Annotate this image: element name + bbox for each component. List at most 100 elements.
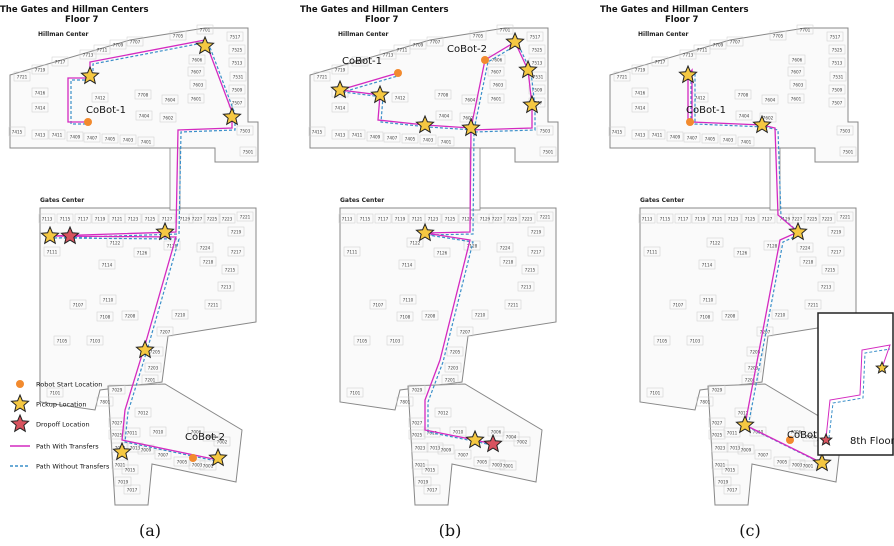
room-label: 7003: [792, 463, 803, 468]
room-label: 7107: [373, 303, 384, 308]
room-label: 7701: [800, 28, 811, 33]
room-label: 7023: [415, 446, 426, 451]
room-label: 7414: [35, 106, 46, 111]
room-label: 7001: [503, 464, 514, 469]
room-label: 7405: [705, 137, 716, 142]
room-label: 7025: [412, 433, 423, 438]
room-label: 7415: [12, 130, 23, 135]
room-label: 7117: [378, 217, 389, 222]
room-label: 7126: [137, 251, 148, 256]
room-label: 7121: [112, 217, 123, 222]
room-label: 7127: [762, 217, 773, 222]
room-label: 7012: [138, 411, 149, 416]
room-label: 7708: [438, 93, 449, 98]
room-label: 7501: [543, 150, 554, 155]
room-label: 7218: [803, 260, 814, 265]
room-label: 7017: [127, 488, 138, 493]
room-label: 7709: [413, 43, 424, 48]
room-label: 7126: [437, 251, 448, 256]
room-label: 7413: [335, 133, 346, 138]
room-label: 7412: [395, 96, 406, 101]
room-label: 7412: [95, 96, 106, 101]
room-label: 7119: [395, 217, 406, 222]
room-label: 7219: [231, 230, 242, 235]
room-label: 7011: [727, 431, 738, 436]
building-outline: [310, 28, 558, 162]
room-label: 7005: [177, 460, 188, 465]
room-label: 7517: [230, 35, 241, 40]
room-label: 7227: [792, 217, 803, 222]
room-label: 7525: [532, 48, 543, 53]
room-label: 7223: [822, 217, 833, 222]
room-label: 7203: [748, 366, 759, 371]
room-label: 7701: [200, 28, 211, 33]
room-label: 7409: [370, 135, 381, 140]
room-label: 7217: [231, 250, 242, 255]
room-label: 7507: [832, 101, 843, 106]
room-label: 7103: [90, 339, 101, 344]
room-label: 7006: [491, 430, 502, 435]
legend-label: Path Without Transfers: [36, 463, 110, 471]
room-label: 7602: [763, 116, 774, 121]
room-label: 7019: [118, 480, 129, 485]
room-label: 7208: [425, 314, 436, 319]
room-label: 7601: [191, 97, 202, 102]
room-label: 7601: [491, 97, 502, 102]
subtitle: Floor 7: [65, 15, 99, 25]
room-label: 7113: [642, 217, 653, 222]
building-label: Hillman Center: [38, 31, 89, 38]
room-label: 7009: [741, 448, 752, 453]
room-label: 7101: [50, 391, 61, 396]
room-label: 7223: [522, 217, 533, 222]
room-label: 7009: [141, 448, 152, 453]
room-label: 7411: [352, 133, 363, 138]
room-label: 7708: [138, 93, 149, 98]
room-label: 7227: [192, 217, 203, 222]
room-label: 7215: [525, 268, 536, 273]
room-label: 7603: [793, 83, 804, 88]
room-label: 7114: [702, 263, 713, 268]
room-label: 7513: [232, 61, 243, 66]
room-label: 7005: [477, 460, 488, 465]
room-label: 7004: [506, 435, 517, 440]
room-label: 7213: [521, 285, 532, 290]
room-label: 7509: [232, 88, 243, 93]
room-label: 7507: [232, 101, 243, 106]
room-label: 7711: [397, 48, 408, 53]
room-label: 7015: [425, 468, 436, 473]
room-label: 7221: [840, 215, 851, 220]
room-label: 7707: [430, 40, 441, 45]
room-label: 7003: [492, 463, 503, 468]
room-label: 7401: [141, 140, 152, 145]
room-label: 7407: [687, 136, 698, 141]
room-label: 7221: [540, 215, 551, 220]
room-label: 7117: [678, 217, 689, 222]
room-label: 7125: [145, 217, 156, 222]
panel-caption: (c): [739, 521, 760, 540]
room-label: 7413: [635, 133, 646, 138]
room-label: 7603: [193, 83, 204, 88]
room-label: 7119: [95, 217, 106, 222]
room-label: 7210: [775, 313, 786, 318]
robot-label: CoBot-1: [86, 105, 126, 116]
room-label: 7005: [777, 460, 788, 465]
room-label: 7719: [335, 68, 346, 73]
panel-caption: (b): [439, 521, 462, 540]
robot-label: CoBot-1: [686, 105, 726, 116]
room-label: 7211: [208, 303, 219, 308]
room-label: 7227: [492, 217, 503, 222]
room-label: 7602: [463, 116, 474, 121]
room-label: 7012: [438, 411, 449, 416]
room-label: 7115: [660, 217, 671, 222]
room-label: 7203: [148, 366, 159, 371]
room-label: 7208: [125, 314, 136, 319]
room-label: 7525: [232, 48, 243, 53]
room-label: 7719: [635, 68, 646, 73]
room-label: 7411: [52, 133, 63, 138]
robot-start: [394, 69, 402, 77]
room-label: 7218: [503, 260, 514, 265]
room-label: 7017: [427, 488, 438, 493]
room-label: 7114: [402, 263, 413, 268]
floor-panel: The Gates and Hillman CentersFloor 7Hill…: [600, 5, 894, 540]
room-label: 7225: [207, 217, 218, 222]
